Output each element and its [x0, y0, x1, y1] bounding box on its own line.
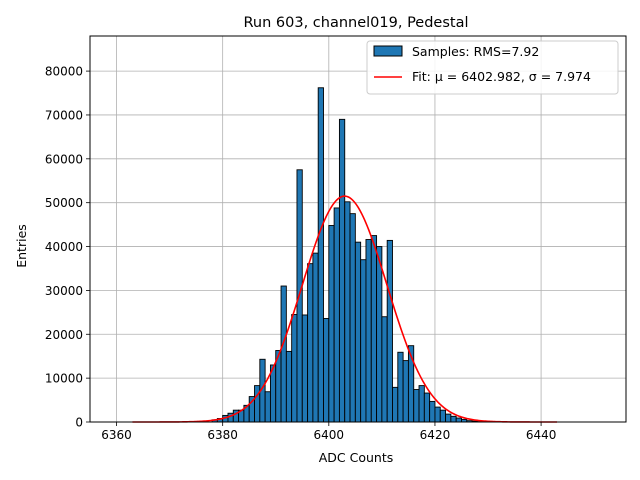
x-tick-label: 6380: [207, 428, 238, 442]
histogram-bars: [211, 87, 484, 423]
y-tick-label: 60000: [45, 152, 83, 166]
histogram-bar: [349, 213, 356, 423]
histogram-bar: [328, 225, 335, 423]
histogram-bar: [402, 360, 409, 423]
histogram-bar: [397, 351, 404, 423]
legend-hist-swatch: [373, 45, 403, 57]
histogram-bar: [338, 118, 346, 423]
histogram-bar: [280, 285, 287, 423]
histogram-bar: [254, 385, 261, 423]
chart-title: Run 603, channel019, Pedestal: [243, 15, 468, 31]
histogram-bar: [445, 413, 452, 423]
y-tick-label: 70000: [45, 108, 83, 122]
legend-frame: [366, 40, 619, 95]
y-tick-label: 0: [75, 416, 83, 430]
histogram-bar: [360, 259, 367, 423]
x-axis-ticks: 6360 6380 6400 6420 6440: [101, 422, 556, 442]
histogram-bar: [381, 316, 388, 423]
y-tick-label: 30000: [45, 284, 83, 298]
legend-fit-label: Fit: μ = 6402.982, σ = 7.974: [412, 69, 591, 84]
y-axis-label: Entries: [14, 224, 29, 268]
histogram-bar: [376, 246, 383, 423]
histogram-bar: [370, 235, 378, 423]
histogram-bar: [317, 87, 324, 423]
histogram-bar: [423, 392, 431, 423]
histogram-bar: [439, 409, 447, 423]
y-axis-ticks: 0 10000 20000 30000 40000 50000 60000 70000 8000…: [45, 65, 90, 430]
histogram-bar: [333, 207, 340, 423]
histogram-bar: [307, 263, 314, 423]
y-tick-label: 40000: [45, 240, 83, 254]
histogram-bar: [386, 239, 393, 423]
fit-curve: [132, 195, 558, 423]
x-tick-label: 6400: [314, 428, 345, 442]
histogram-bar: [264, 391, 271, 423]
histogram-bar: [450, 415, 457, 423]
plot-frame: [89, 35, 627, 423]
histogram-bar: [354, 241, 362, 423]
x-tick-label: 6440: [526, 428, 557, 442]
histogram-bar: [291, 314, 298, 423]
histogram-bar: [323, 318, 330, 423]
y-tick-label: 20000: [45, 328, 83, 342]
fit-curve-layer: [132, 195, 558, 423]
histogram-bar: [365, 239, 372, 423]
histogram-bar: [434, 406, 441, 423]
x-tick-label: 6360: [101, 428, 132, 442]
legend-hist-label: Samples: RMS=7.92: [412, 44, 539, 59]
histogram-bar: [392, 386, 399, 423]
legend: Samples: RMS=7.92 Fit: μ = 6402.982, σ =…: [366, 40, 619, 95]
histogram-bar: [312, 252, 319, 423]
histogram-bar: [413, 389, 420, 423]
histogram-bar: [429, 400, 436, 423]
histogram-bar: [285, 350, 293, 423]
histogram-bar: [301, 314, 309, 423]
y-tick-label: 80000: [45, 65, 83, 79]
x-tick-label: 6420: [420, 428, 451, 442]
x-axis-label: ADC Counts: [319, 450, 394, 465]
y-tick-label: 50000: [45, 196, 83, 210]
histogram-bar: [418, 385, 425, 423]
histogram-bar: [455, 417, 462, 423]
histogram-bar: [344, 201, 351, 423]
y-tick-label: 10000: [45, 372, 83, 386]
